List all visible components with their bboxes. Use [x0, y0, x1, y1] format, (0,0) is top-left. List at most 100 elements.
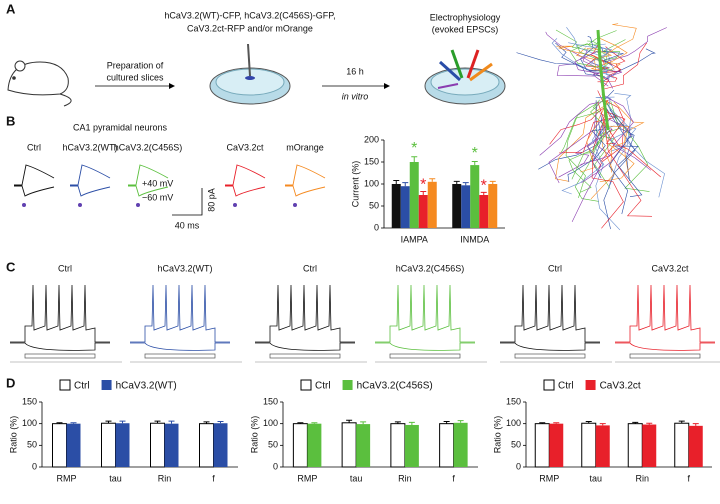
y-tick-label: 100	[263, 418, 278, 428]
trace-label: CaV3.2ct	[226, 142, 264, 152]
scale-label: 40 ms	[175, 220, 200, 230]
dendrite	[571, 98, 610, 180]
y-tick-label: 50	[27, 440, 37, 450]
holding-label: −60 mV	[142, 192, 173, 202]
y-tick-label: 0	[516, 461, 521, 471]
trace	[285, 185, 326, 197]
dendrite	[561, 127, 609, 195]
trace	[285, 164, 326, 186]
error-bar	[297, 422, 304, 424]
bar	[674, 422, 690, 468]
y-tick-label: 50	[369, 200, 379, 210]
y-tick-label: 50	[511, 440, 521, 450]
trace	[500, 284, 600, 343]
x-tick-label: Rin	[398, 473, 412, 483]
panel-label: D	[6, 375, 15, 390]
arrow-head	[169, 83, 175, 89]
error-bar	[457, 420, 464, 423]
neuron-image	[516, 23, 667, 231]
bar	[66, 423, 81, 467]
x-tick-label: f	[212, 473, 215, 483]
x-tick-label: IAMPA	[401, 234, 428, 244]
dendrite	[599, 128, 635, 183]
step-label: Preparation of	[107, 60, 164, 70]
x-tick-label: RMP	[539, 473, 559, 483]
dendrite	[561, 99, 600, 153]
dendrite	[614, 121, 665, 198]
dendrite	[516, 52, 610, 80]
error-bar	[411, 156, 418, 162]
error-bar	[311, 422, 318, 424]
legend-swatch	[300, 379, 312, 391]
error-bar	[402, 182, 409, 187]
error-bar	[539, 422, 546, 424]
legend-swatch	[59, 379, 71, 391]
trace	[14, 164, 55, 186]
error-bar	[692, 423, 699, 426]
stim-bar	[629, 353, 701, 359]
error-bar	[119, 420, 126, 424]
x-tick-label: f	[687, 473, 690, 483]
holding-label: +40 mV	[142, 178, 173, 188]
bar	[479, 195, 489, 228]
trace	[255, 342, 355, 351]
dendrite	[613, 101, 645, 179]
error-bar	[453, 180, 460, 184]
y-tick-label: 150	[506, 396, 521, 406]
bar	[581, 422, 597, 468]
recording-dish	[424, 49, 506, 105]
y-tick-label: 150	[22, 396, 37, 406]
error-bar	[646, 422, 653, 425]
stim-bar	[144, 353, 216, 359]
traces-title: CA1 pyramidal neurons	[73, 122, 168, 132]
dendrite	[568, 127, 609, 193]
stim-dot	[78, 203, 82, 207]
bar	[549, 423, 564, 467]
dendrite	[551, 38, 615, 76]
dendrite	[580, 102, 611, 165]
error-bar	[70, 422, 77, 424]
bar	[461, 185, 471, 228]
stim-dot	[233, 203, 237, 207]
x-tick-label: INMDA	[460, 234, 489, 244]
y-axis-label: Ratio (%)	[492, 416, 502, 454]
bar	[101, 422, 116, 468]
legend-label: Ctrl	[558, 381, 574, 392]
y-axis-label: Current (%)	[350, 161, 360, 208]
dendrite	[539, 93, 613, 156]
y-tick-label: 0	[374, 222, 379, 232]
error-bar	[394, 421, 401, 424]
firing-traces: Ctrl hCaV3.2(WT) Ctrl hCaV3.2(C456S) Ctrl CaV…	[10, 263, 720, 363]
dendrite	[538, 100, 598, 170]
dendrite	[600, 48, 656, 84]
construct-label: hCaV3.2(WT)-CFP, hCaV3.2(C456S)-GFP,	[164, 10, 335, 20]
legend-swatch	[585, 380, 596, 390]
error-bar	[393, 179, 400, 184]
legend-swatch	[101, 380, 112, 390]
bar	[341, 422, 357, 468]
panel-label: B	[6, 113, 15, 128]
trace-label: Ctrl	[27, 142, 41, 152]
stim-dot	[22, 203, 26, 207]
trace-label: hCaV3.2(C456S)	[396, 263, 465, 273]
bar	[488, 184, 498, 228]
panel-label: A	[6, 1, 16, 16]
y-tick-label: 0	[32, 461, 37, 471]
error-bar	[632, 421, 639, 424]
panel-label: C	[6, 259, 16, 274]
trace	[130, 284, 230, 343]
error-bar	[168, 420, 175, 424]
trace-label: Ctrl	[303, 263, 317, 273]
dendrite	[580, 36, 608, 72]
dendrite	[555, 29, 610, 73]
bar	[115, 423, 130, 467]
trace	[225, 164, 266, 186]
bar	[292, 423, 308, 468]
trace	[615, 342, 715, 351]
error-bar	[203, 421, 210, 424]
bar	[418, 195, 428, 228]
y-tick-label: 50	[268, 440, 278, 450]
step-label: in vitro	[342, 91, 369, 101]
